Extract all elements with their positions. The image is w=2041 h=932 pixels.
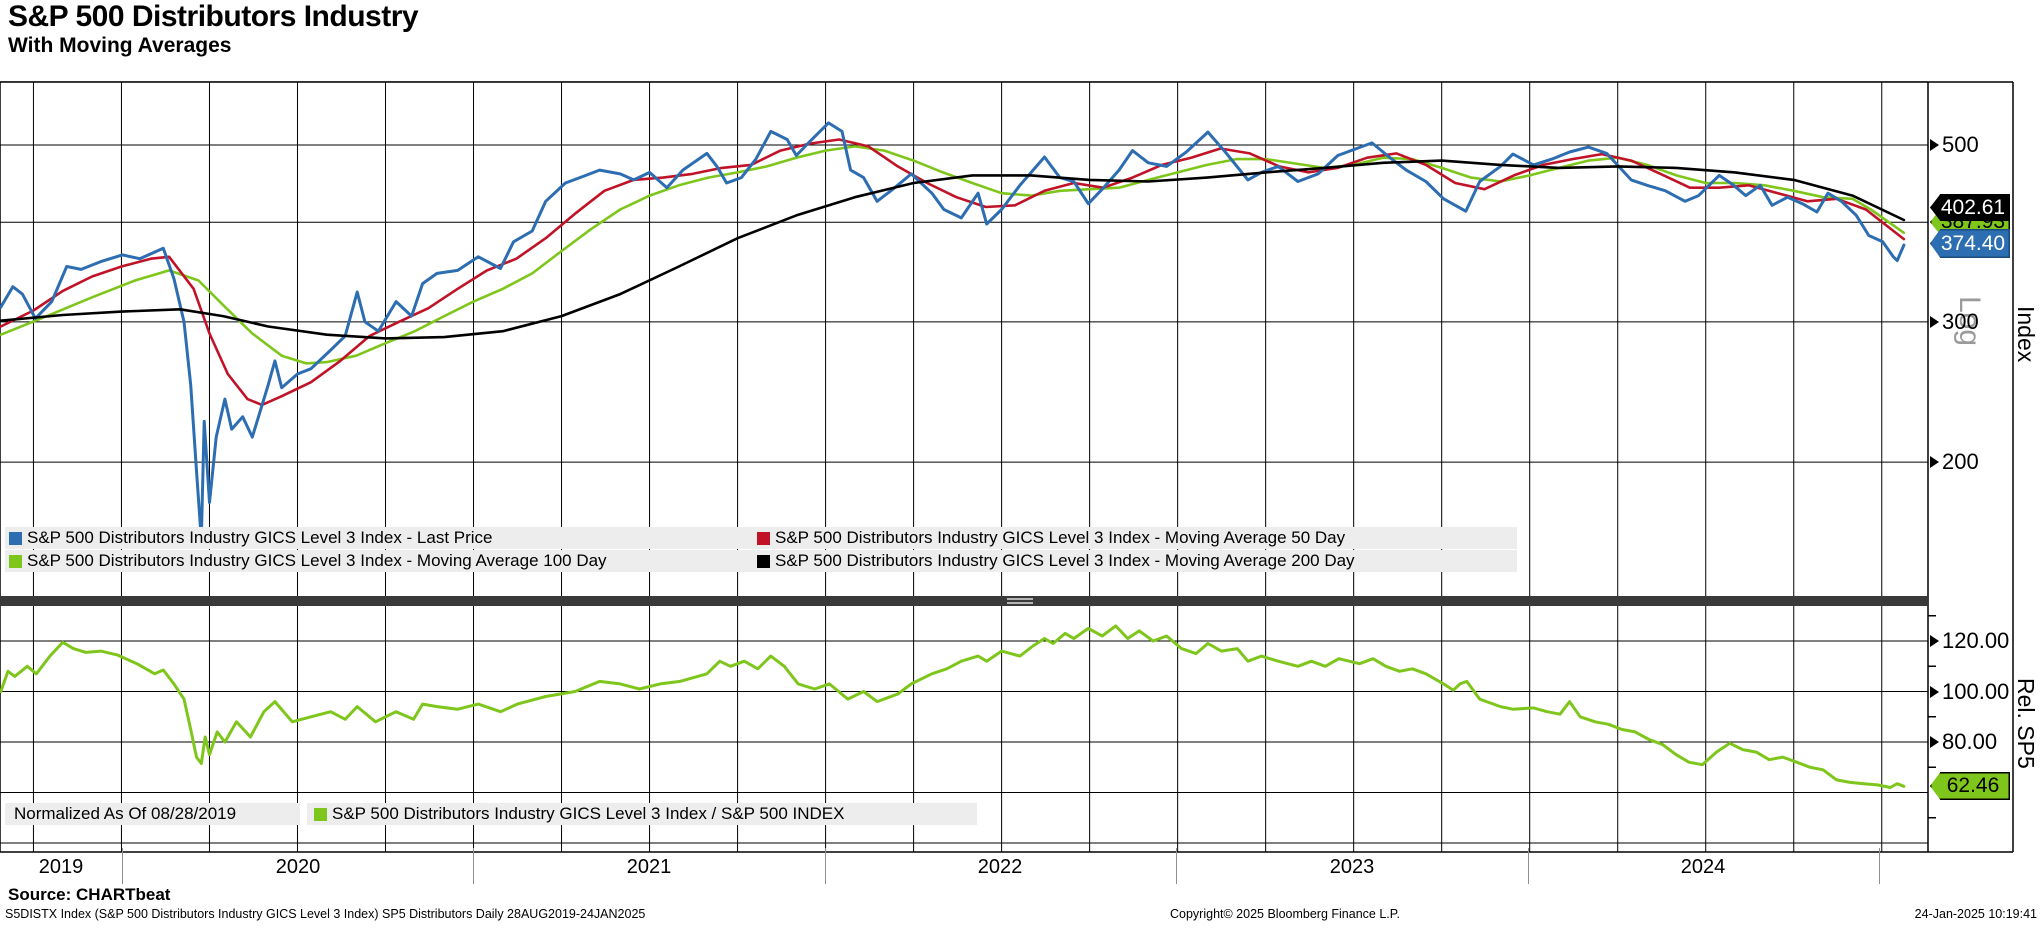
top-y-tick-200: 200 [1930, 450, 1979, 474]
legend-label: Normalized As Of 08/28/2019 [14, 804, 237, 823]
tick-label-text: 300 [1942, 308, 1979, 334]
panel-divider-grip[interactable] [1007, 598, 1033, 600]
tick-label-text: 100.00 [1942, 678, 2010, 704]
relative-last-value-badge: 62.46 [1930, 772, 2010, 800]
year-boundary-tick [473, 848, 474, 884]
tick-arrow-icon [1930, 736, 1939, 748]
legend-entry[interactable]: S&P 500 Distributors Industry GICS Level… [314, 804, 844, 824]
tick-label-text: 120.00 [1942, 628, 2010, 653]
x-axis-year-2023: 2023 [1329, 856, 1375, 878]
x-axis-year-2024: 2024 [1680, 856, 1726, 878]
bottom-y-tick-120: 120.00 [1930, 629, 2009, 653]
top-axis-title: Index [2013, 306, 2039, 363]
top-legend-row-1: S&P 500 Distributors Industry GICS Level… [5, 527, 1517, 549]
x-axis-year-2022: 2022 [977, 856, 1023, 878]
bottom-y-tick-100: 100.00 [1930, 680, 2009, 704]
top-y-tick-500: 500 [1930, 133, 1979, 157]
relative-strength-line [0, 624, 1906, 789]
ma50-line [0, 138, 1906, 407]
tick-arrow-icon [1930, 456, 1939, 469]
top-y-tick-300: 300 [1930, 310, 1979, 334]
legend-entry[interactable]: S&P 500 Distributors Industry GICS Level… [757, 528, 1345, 548]
timestamp-text: 24-Jan-2025 10:19:41 [1914, 907, 2037, 921]
x-axis-year-2019: 2019 [38, 856, 84, 878]
x-axis-year-2021: 2021 [626, 856, 672, 878]
year-boundary-tick [1879, 848, 1880, 884]
tick-arrow-icon [1930, 315, 1939, 328]
year-boundary-tick [1528, 848, 1529, 884]
legend-label: S&P 500 Distributors Industry GICS Level… [775, 528, 1346, 547]
last-price-line [0, 121, 1906, 541]
legend-entry[interactable]: S&P 500 Distributors Industry GICS Level… [757, 551, 1355, 571]
panel-divider[interactable] [0, 596, 1928, 606]
tick-label-text: 500 [1942, 132, 1979, 157]
year-boundary-tick [1176, 848, 1177, 884]
ma200-last-value-badge: 402.61 [1930, 194, 2010, 221]
normalized-note: Normalized As Of 08/28/2019 [5, 803, 300, 825]
legend-swatch-icon [314, 807, 327, 821]
bottom-legend-row: S&P 500 Distributors Industry GICS Level… [307, 803, 977, 825]
last-price-value-badge: 374.40 [1930, 229, 2010, 258]
legend-label: S&P 500 Distributors Industry GICS Level… [775, 551, 1355, 570]
legend-label: S&P 500 Distributors Industry GICS Level… [27, 528, 493, 547]
tick-arrow-icon [1930, 635, 1939, 647]
legend-swatch-icon [757, 531, 770, 545]
legend-label: S&P 500 Distributors Industry GICS Level… [27, 551, 607, 570]
ma200-line [0, 159, 1906, 340]
x-axis-year-2020: 2020 [275, 856, 321, 878]
tick-arrow-icon [1930, 685, 1939, 698]
year-boundary-tick [825, 848, 826, 884]
legend-swatch-icon [9, 531, 22, 545]
tick-label-text: 80.00 [1942, 729, 1998, 754]
panel-divider-grip[interactable] [1007, 602, 1033, 604]
bottom-axis-title: Rel. SP5 [2013, 678, 2039, 769]
footnote-text: S5DISTX Index (S&P 500 Distributors Indu… [5, 907, 646, 921]
bottom-y-tick-80: 80.00 [1930, 730, 1997, 754]
legend-entry[interactable]: S&P 500 Distributors Industry GICS Level… [9, 528, 493, 548]
log-scale-label[interactable]: Log [1953, 296, 1986, 347]
page-title: S&P 500 Distributors Industry [8, 0, 419, 33]
legend-entry[interactable]: Normalized As Of 08/28/2019 [14, 804, 236, 824]
tick-arrow-icon [1930, 139, 1939, 151]
page-subtitle: With Moving Averages [8, 34, 232, 57]
legend-swatch-icon [9, 554, 22, 568]
legend-swatch-icon [757, 554, 770, 568]
ma100-line [0, 145, 1906, 365]
tick-label-text: 200 [1942, 449, 1979, 475]
year-boundary-tick [122, 848, 123, 884]
legend-label: S&P 500 Distributors Industry GICS Level… [332, 804, 845, 823]
source-label: Source: CHARTbeat [8, 885, 171, 904]
top-legend-row-2: S&P 500 Distributors Industry GICS Level… [5, 550, 1517, 572]
copyright-text: Copyright© 2025 Bloomberg Finance L.P. [1170, 907, 1400, 921]
legend-entry[interactable]: S&P 500 Distributors Industry GICS Level… [9, 551, 607, 571]
